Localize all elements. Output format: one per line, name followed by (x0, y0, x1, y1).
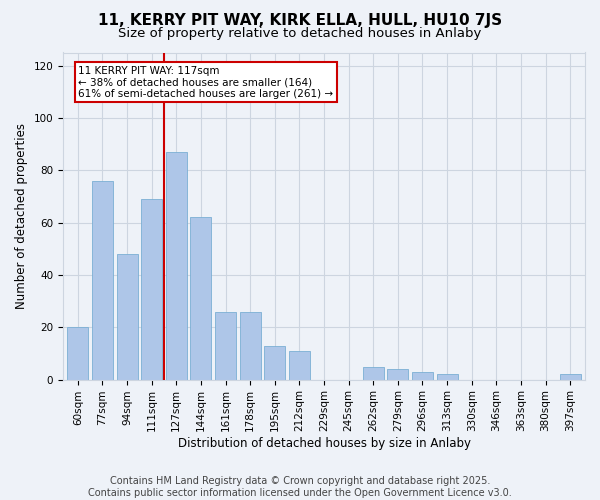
Text: Contains HM Land Registry data © Crown copyright and database right 2025.
Contai: Contains HM Land Registry data © Crown c… (88, 476, 512, 498)
Bar (190, 218, 211, 380)
Bar (239, 312, 260, 380)
Bar (92, 180, 113, 380)
Bar (388, 369, 409, 380)
Bar (116, 254, 137, 380)
X-axis label: Distribution of detached houses by size in Anlaby: Distribution of detached houses by size … (178, 437, 470, 450)
Bar (215, 312, 236, 380)
Text: 11 KERRY PIT WAY: 117sqm
← 38% of detached houses are smaller (164)
61% of semi-: 11 KERRY PIT WAY: 117sqm ← 38% of detach… (78, 66, 334, 99)
Bar (67, 328, 88, 380)
Bar (560, 374, 581, 380)
Bar (166, 152, 187, 380)
Y-axis label: Number of detached properties: Number of detached properties (15, 123, 28, 309)
Bar (289, 351, 310, 380)
Bar (265, 346, 285, 380)
Bar (412, 372, 433, 380)
Bar (437, 374, 458, 380)
Bar (141, 199, 162, 380)
Text: 11, KERRY PIT WAY, KIRK ELLA, HULL, HU10 7JS: 11, KERRY PIT WAY, KIRK ELLA, HULL, HU10… (98, 12, 502, 28)
Text: Size of property relative to detached houses in Anlaby: Size of property relative to detached ho… (118, 28, 482, 40)
Bar (363, 366, 384, 380)
